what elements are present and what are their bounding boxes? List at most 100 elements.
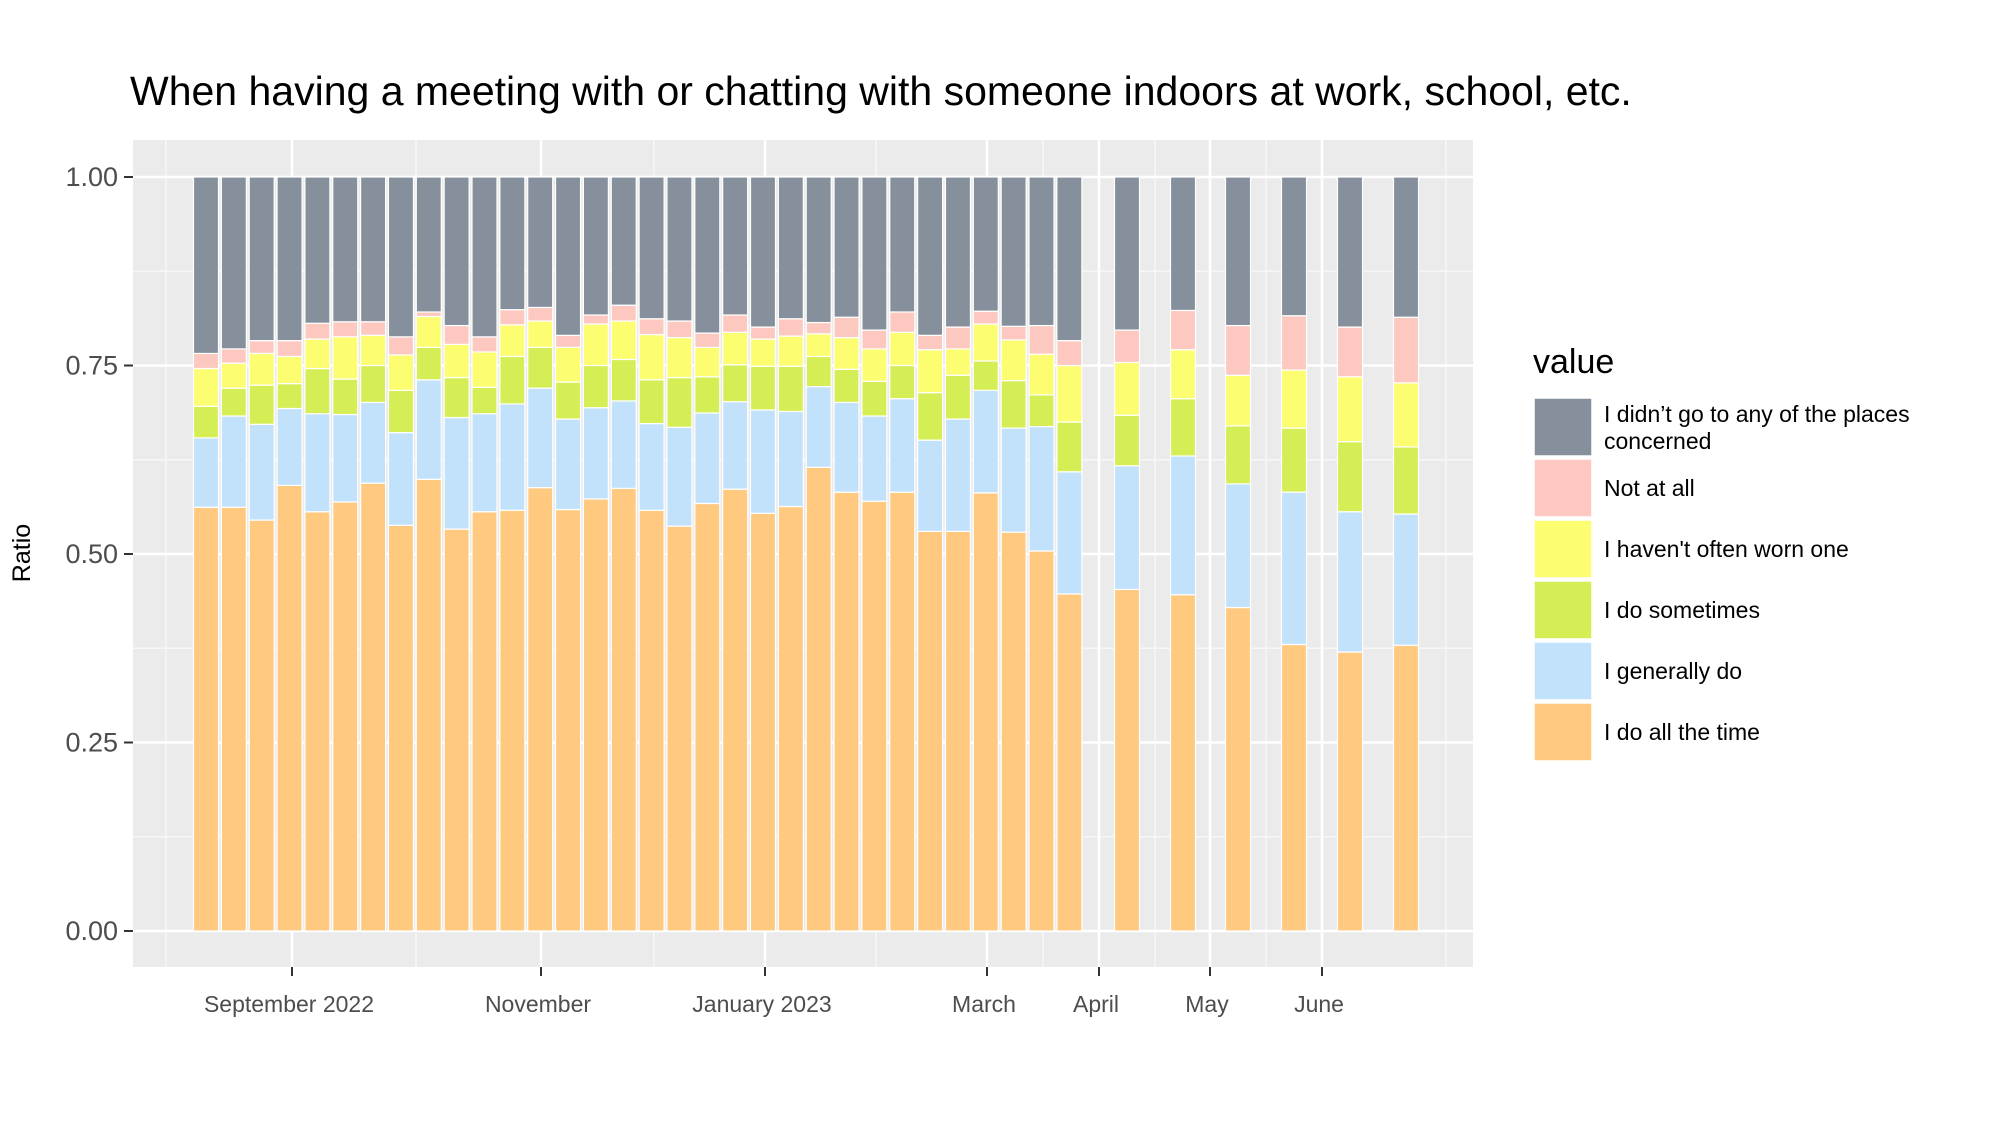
bar-segment [471,176,498,338]
bar-stack [1392,176,1420,932]
bar-segment [638,422,665,511]
bar-segment [805,386,832,468]
bar-segment [415,315,442,348]
bar-segment [415,176,442,313]
bar-segment [527,346,554,389]
bar-segment [666,525,693,932]
bar-segment [415,379,442,480]
bar-segment [276,355,303,385]
x-tick-label: March [952,991,1016,1017]
bar-segment [694,502,721,932]
bar-stack [304,176,331,932]
bar-segment [192,506,220,932]
bar-segment [1392,513,1420,646]
bar-segment [1000,339,1027,382]
bar-segment [1336,651,1364,932]
bar-segment [248,519,275,932]
bar-segment [1336,326,1364,378]
y-tick-label: 0.50 [65,539,118,569]
bar-stack [332,176,359,932]
bar-segment [833,316,860,339]
bar-segment [1000,531,1027,932]
bar-segment [1028,394,1055,428]
bars [192,176,1420,932]
legend-label: I do sometimes [1604,597,1760,623]
bar-segment [387,336,415,356]
bar-segment [749,326,777,340]
bar-segment [861,500,888,932]
bar-segment [1224,483,1252,609]
bar-segment [415,478,442,932]
x-tick-label: June [1294,991,1344,1017]
bar-segment [1392,316,1420,384]
bar-stack [972,176,999,932]
bar-segment [972,492,999,932]
bar-segment [610,358,637,402]
bar-segment [304,413,331,513]
bar-segment [722,401,749,490]
bar-segment [582,176,610,316]
legend-key [1533,702,1593,762]
bar-segment [360,482,387,932]
bar-segment [1280,491,1308,646]
bar-segment [916,439,944,532]
bar-segment [889,364,916,400]
bar-segment [777,176,804,320]
bar-segment [916,176,944,336]
bar-stack [889,176,916,932]
bar-segment [1113,414,1141,467]
bar-segment [360,176,387,323]
bar-stack [554,176,582,932]
bar-segment [1224,176,1252,327]
bar-segment [443,416,470,530]
x-axis: September 2022 November January 2023 March A… [204,967,1344,1017]
bar-segment [248,384,275,425]
bar-segment [220,415,247,508]
bar-segment [220,387,247,417]
y-tick-label: 0.25 [65,728,118,758]
bar-segment [471,351,498,388]
bar-segment [889,176,916,313]
bar-segment [1028,425,1055,552]
bar-segment [638,333,665,381]
bar-segment [944,374,972,420]
bar-segment [722,176,749,316]
bar-stack [944,176,972,932]
x-tick-label: May [1185,991,1229,1017]
bar-segment [805,466,832,932]
bar-segment [360,334,387,367]
x-tick-label: September 2022 [204,991,374,1017]
legend-key [1533,519,1593,579]
bar-segment [1028,324,1055,355]
bar-segment [582,407,610,500]
bar-segment [666,337,693,379]
bar-segment [192,437,220,508]
bar-stack [638,176,665,932]
bar-segment [499,403,526,511]
legend-key [1533,397,1593,457]
bar-segment [1056,364,1083,423]
bar-segment [1224,606,1252,932]
y-tick-label: 0.00 [65,916,118,946]
bar-segment [248,340,275,355]
bar-segment [387,354,415,391]
bar-segment [694,412,721,505]
bar-segment [332,176,359,323]
bar-segment [1392,446,1420,515]
bar-segment [666,176,693,322]
bar-segment [1280,369,1308,429]
bar-segment [220,348,247,364]
bar-segment [304,367,331,415]
legend-key [1533,458,1593,518]
legend-key [1533,580,1593,640]
bar-segment [972,176,999,312]
bar-segment [1000,379,1027,429]
bar-segment [694,346,721,378]
bar-stack [666,176,693,932]
legend-label: I haven't often worn one [1604,536,1849,562]
bar-segment [749,365,777,411]
bar-segment [889,398,916,493]
bar-segment [805,333,832,358]
bar-segment [332,321,359,338]
